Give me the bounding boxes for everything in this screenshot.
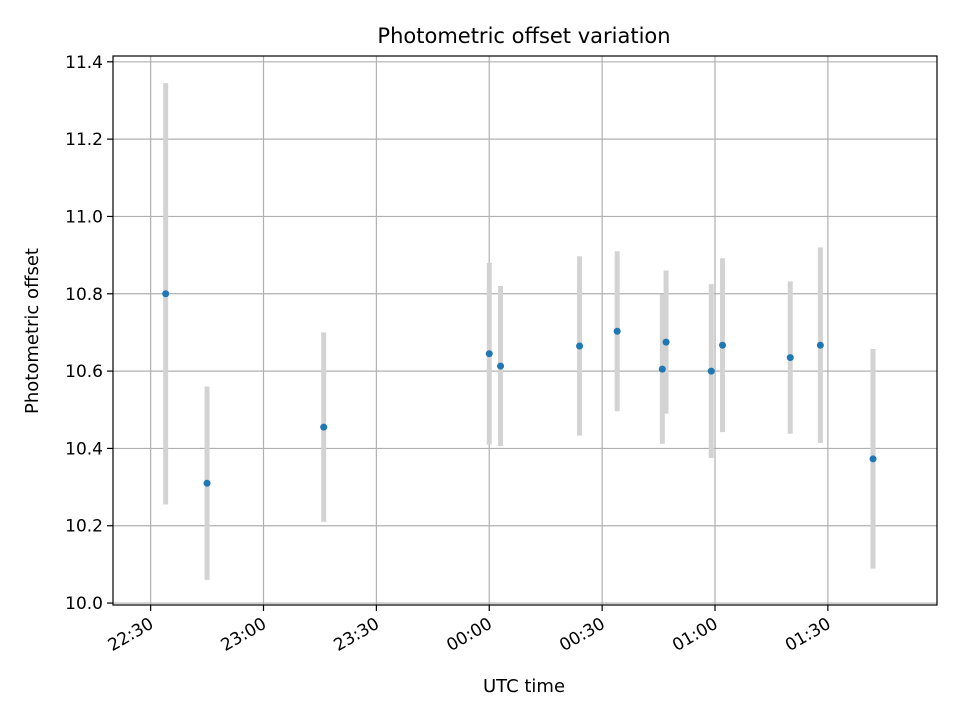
data-points — [162, 290, 877, 487]
data-point — [203, 479, 211, 487]
data-point — [613, 327, 621, 335]
data-point — [786, 354, 794, 362]
y-tick-label: 11.0 — [65, 207, 103, 227]
data-point — [869, 455, 877, 463]
grid — [113, 56, 937, 605]
y-tick-label: 10.8 — [65, 285, 103, 305]
data-point — [497, 362, 505, 370]
y-axis: 10.0 10.2 10.4 10.6 10.8 11.0 11.2 11.4 — [65, 53, 113, 614]
chart-title: Photometric offset variation — [377, 24, 670, 48]
x-axis-title: UTC time — [483, 676, 565, 697]
plot-frame — [112, 55, 938, 606]
data-point — [320, 423, 328, 431]
data-point — [576, 342, 584, 350]
data-point — [719, 341, 727, 349]
y-tick-label: 11.4 — [65, 53, 103, 73]
data-point — [658, 365, 666, 373]
data-point — [485, 350, 493, 358]
y-tick-label: 10.2 — [65, 517, 103, 537]
y-tick-label: 11.2 — [65, 130, 103, 150]
y-axis-title: Photometric offset — [22, 248, 43, 414]
data-point — [662, 338, 670, 346]
data-point — [707, 367, 715, 375]
y-tick-label: 10.0 — [65, 594, 103, 614]
y-tick-label: 10.6 — [65, 362, 103, 382]
data-point — [162, 290, 170, 298]
data-point — [816, 341, 824, 349]
y-tick-label: 10.4 — [65, 439, 103, 459]
